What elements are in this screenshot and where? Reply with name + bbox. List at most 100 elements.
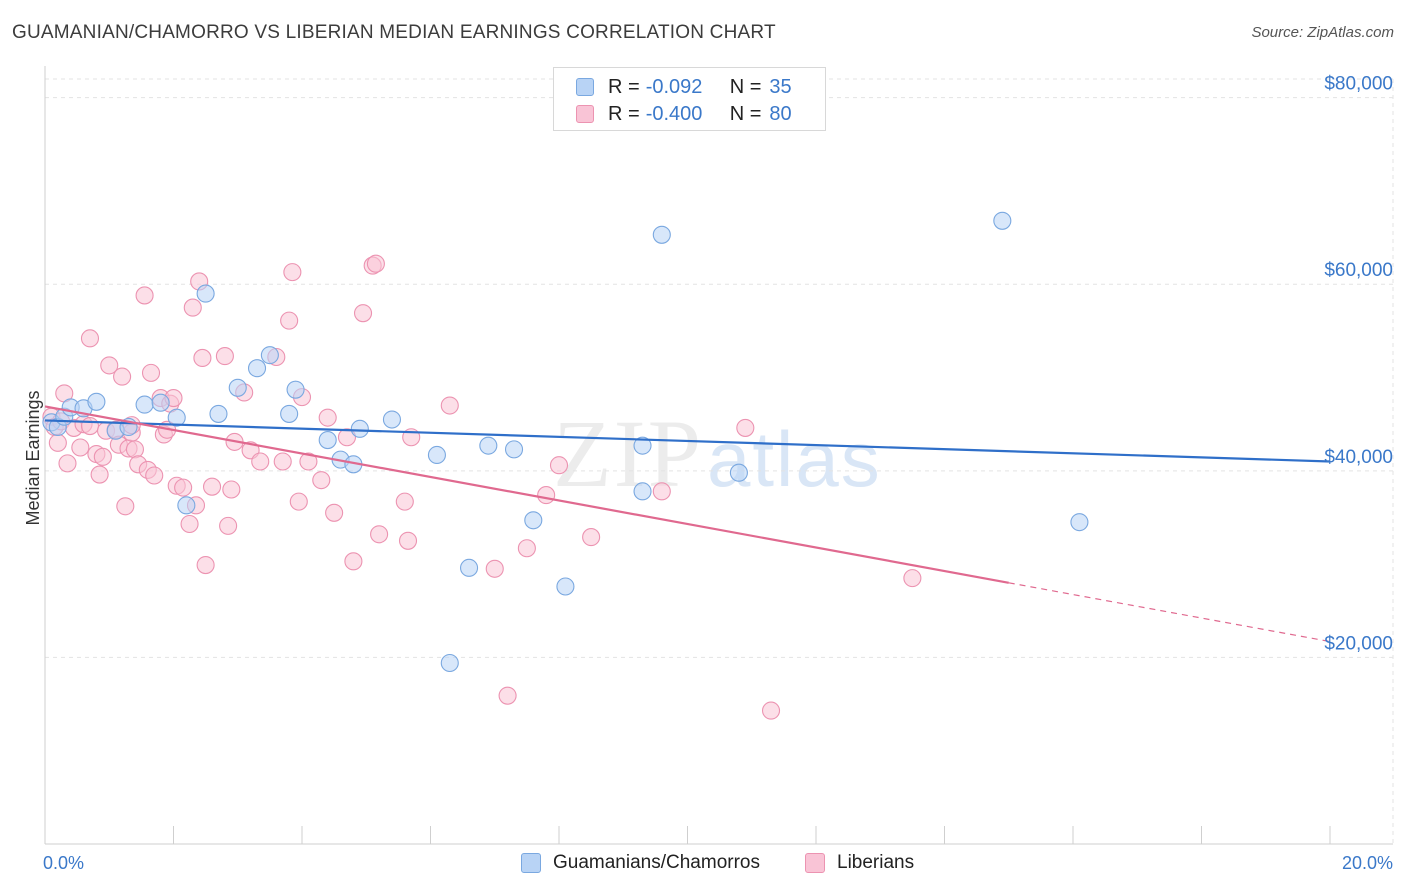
y-axis-label: Median Earnings (23, 390, 43, 525)
data-point-liberians (370, 525, 389, 544)
data-point-liberians (353, 304, 373, 323)
data-point-liberians (498, 686, 517, 705)
data-point-liberians (325, 503, 344, 522)
data-point-liberians (80, 416, 100, 436)
data-point-guamanians (652, 225, 671, 244)
legend-n-value: 35 (769, 75, 792, 98)
data-point-liberians (125, 440, 144, 459)
data-point-guamanians (247, 359, 267, 378)
data-point-guamanians (459, 558, 479, 577)
data-point-liberians (251, 452, 270, 471)
data-point-liberians (395, 492, 414, 511)
data-point-guamanians (228, 378, 247, 397)
data-point-liberians (344, 552, 363, 571)
watermark-zip: ZIP (553, 400, 703, 507)
data-point-liberians (517, 539, 536, 558)
legend-row-liberians: R = -0.400 N = 80 (576, 101, 792, 127)
data-point-guamanians (633, 482, 652, 501)
legend-item-liberians[interactable]: Liberians (805, 852, 914, 874)
data-point-liberians (71, 438, 90, 457)
data-point-guamanians (350, 419, 369, 438)
data-point-guamanians (135, 395, 154, 414)
data-point-guamanians (209, 404, 228, 423)
data-point-liberians (93, 447, 112, 466)
legend-r-value: -0.400 (645, 102, 703, 125)
series-legend: Guamanians/Chamorros Liberians (0, 852, 1406, 878)
data-point-liberians (222, 480, 241, 499)
data-point-liberians (219, 516, 238, 535)
data-point-liberians (193, 348, 212, 367)
data-point-guamanians (1070, 513, 1089, 532)
legend-n-value: 80 (769, 102, 792, 125)
data-point-guamanians (260, 346, 279, 365)
trend-line-liberians (44, 405, 1009, 584)
data-point-liberians (398, 531, 418, 550)
data-point-guamanians (382, 410, 402, 429)
legend-r-value: -0.092 (645, 75, 703, 98)
data-point-guamanians (177, 496, 196, 515)
data-point-liberians (289, 492, 308, 511)
data-point-guamanians (318, 430, 337, 450)
watermark: ZIPatlas (553, 398, 882, 509)
data-point-liberians (215, 347, 234, 366)
data-point-liberians (90, 465, 109, 484)
legend-r-label: R = (608, 75, 640, 98)
x-tick-labels: 0.0% 20.0% (43, 853, 1393, 873)
legend-swatch-blue (576, 78, 594, 96)
data-point-liberians (48, 433, 67, 452)
data-point-guamanians (729, 463, 748, 482)
data-point-liberians (174, 478, 193, 497)
data-point-liberians (652, 482, 671, 501)
data-point-liberians (337, 428, 357, 447)
data-point-liberians (903, 569, 922, 588)
data-point-guamanians (504, 440, 524, 459)
y-tick-labels: $20,000 $40,000 $60,000 $80,000 (1324, 74, 1393, 655)
trend-lines (44, 405, 1331, 643)
watermark-atlas: atlas (707, 415, 882, 503)
data-point-liberians (537, 486, 556, 505)
legend-r-label: R = (608, 102, 640, 125)
data-point-liberians (113, 367, 132, 386)
correlation-legend: R = -0.092 N = 35 R = -0.400 N = 80 (553, 67, 826, 131)
data-point-guamanians (556, 577, 575, 596)
data-point-liberians (58, 454, 77, 473)
legend-swatch-pink (805, 853, 825, 873)
data-point-liberians (180, 514, 199, 534)
data-point-liberians (203, 477, 222, 496)
data-point-liberians (145, 466, 164, 485)
data-point-liberians (761, 701, 781, 720)
data-point-guamanians (479, 436, 498, 455)
data-point-guamanians (633, 436, 652, 455)
legend-item-guamanians[interactable]: Guamanians/Chamorros (521, 852, 760, 874)
data-point-liberians (312, 471, 331, 490)
data-point-liberians (196, 556, 215, 575)
y-tick-label: $80,000 (1324, 74, 1393, 95)
legend-label-guamanians: Guamanians/Chamorros (553, 852, 760, 873)
grid-lines (45, 78, 1394, 844)
data-point-liberians (135, 286, 154, 305)
y-tick-label: $20,000 (1324, 633, 1393, 654)
data-point-guamanians (196, 284, 215, 303)
data-point-liberians (440, 396, 459, 415)
x-tick-label: 0.0% (43, 853, 84, 873)
trend-line-liberians-extension (1008, 582, 1331, 643)
legend-label-liberians: Liberians (837, 852, 915, 873)
data-point-guamanians (427, 445, 446, 465)
legend-n-label: N = (729, 102, 762, 125)
data-point-liberians (366, 254, 385, 273)
data-point-liberians (736, 418, 755, 437)
data-point-liberians (141, 363, 161, 382)
data-point-liberians (299, 452, 318, 471)
legend-swatch-pink (576, 105, 594, 123)
data-point-guamanians (524, 511, 543, 530)
y-tick-label: $60,000 (1324, 260, 1393, 281)
data-point-liberians (582, 528, 601, 547)
data-point-guamanians (167, 408, 186, 427)
legend-swatch-blue (521, 853, 541, 873)
data-point-guamanians (151, 393, 170, 412)
data-point-liberians (485, 559, 504, 578)
y-tick-label: $40,000 (1324, 447, 1393, 468)
data-point-liberians (549, 456, 569, 475)
data-point-guamanians (286, 380, 305, 399)
